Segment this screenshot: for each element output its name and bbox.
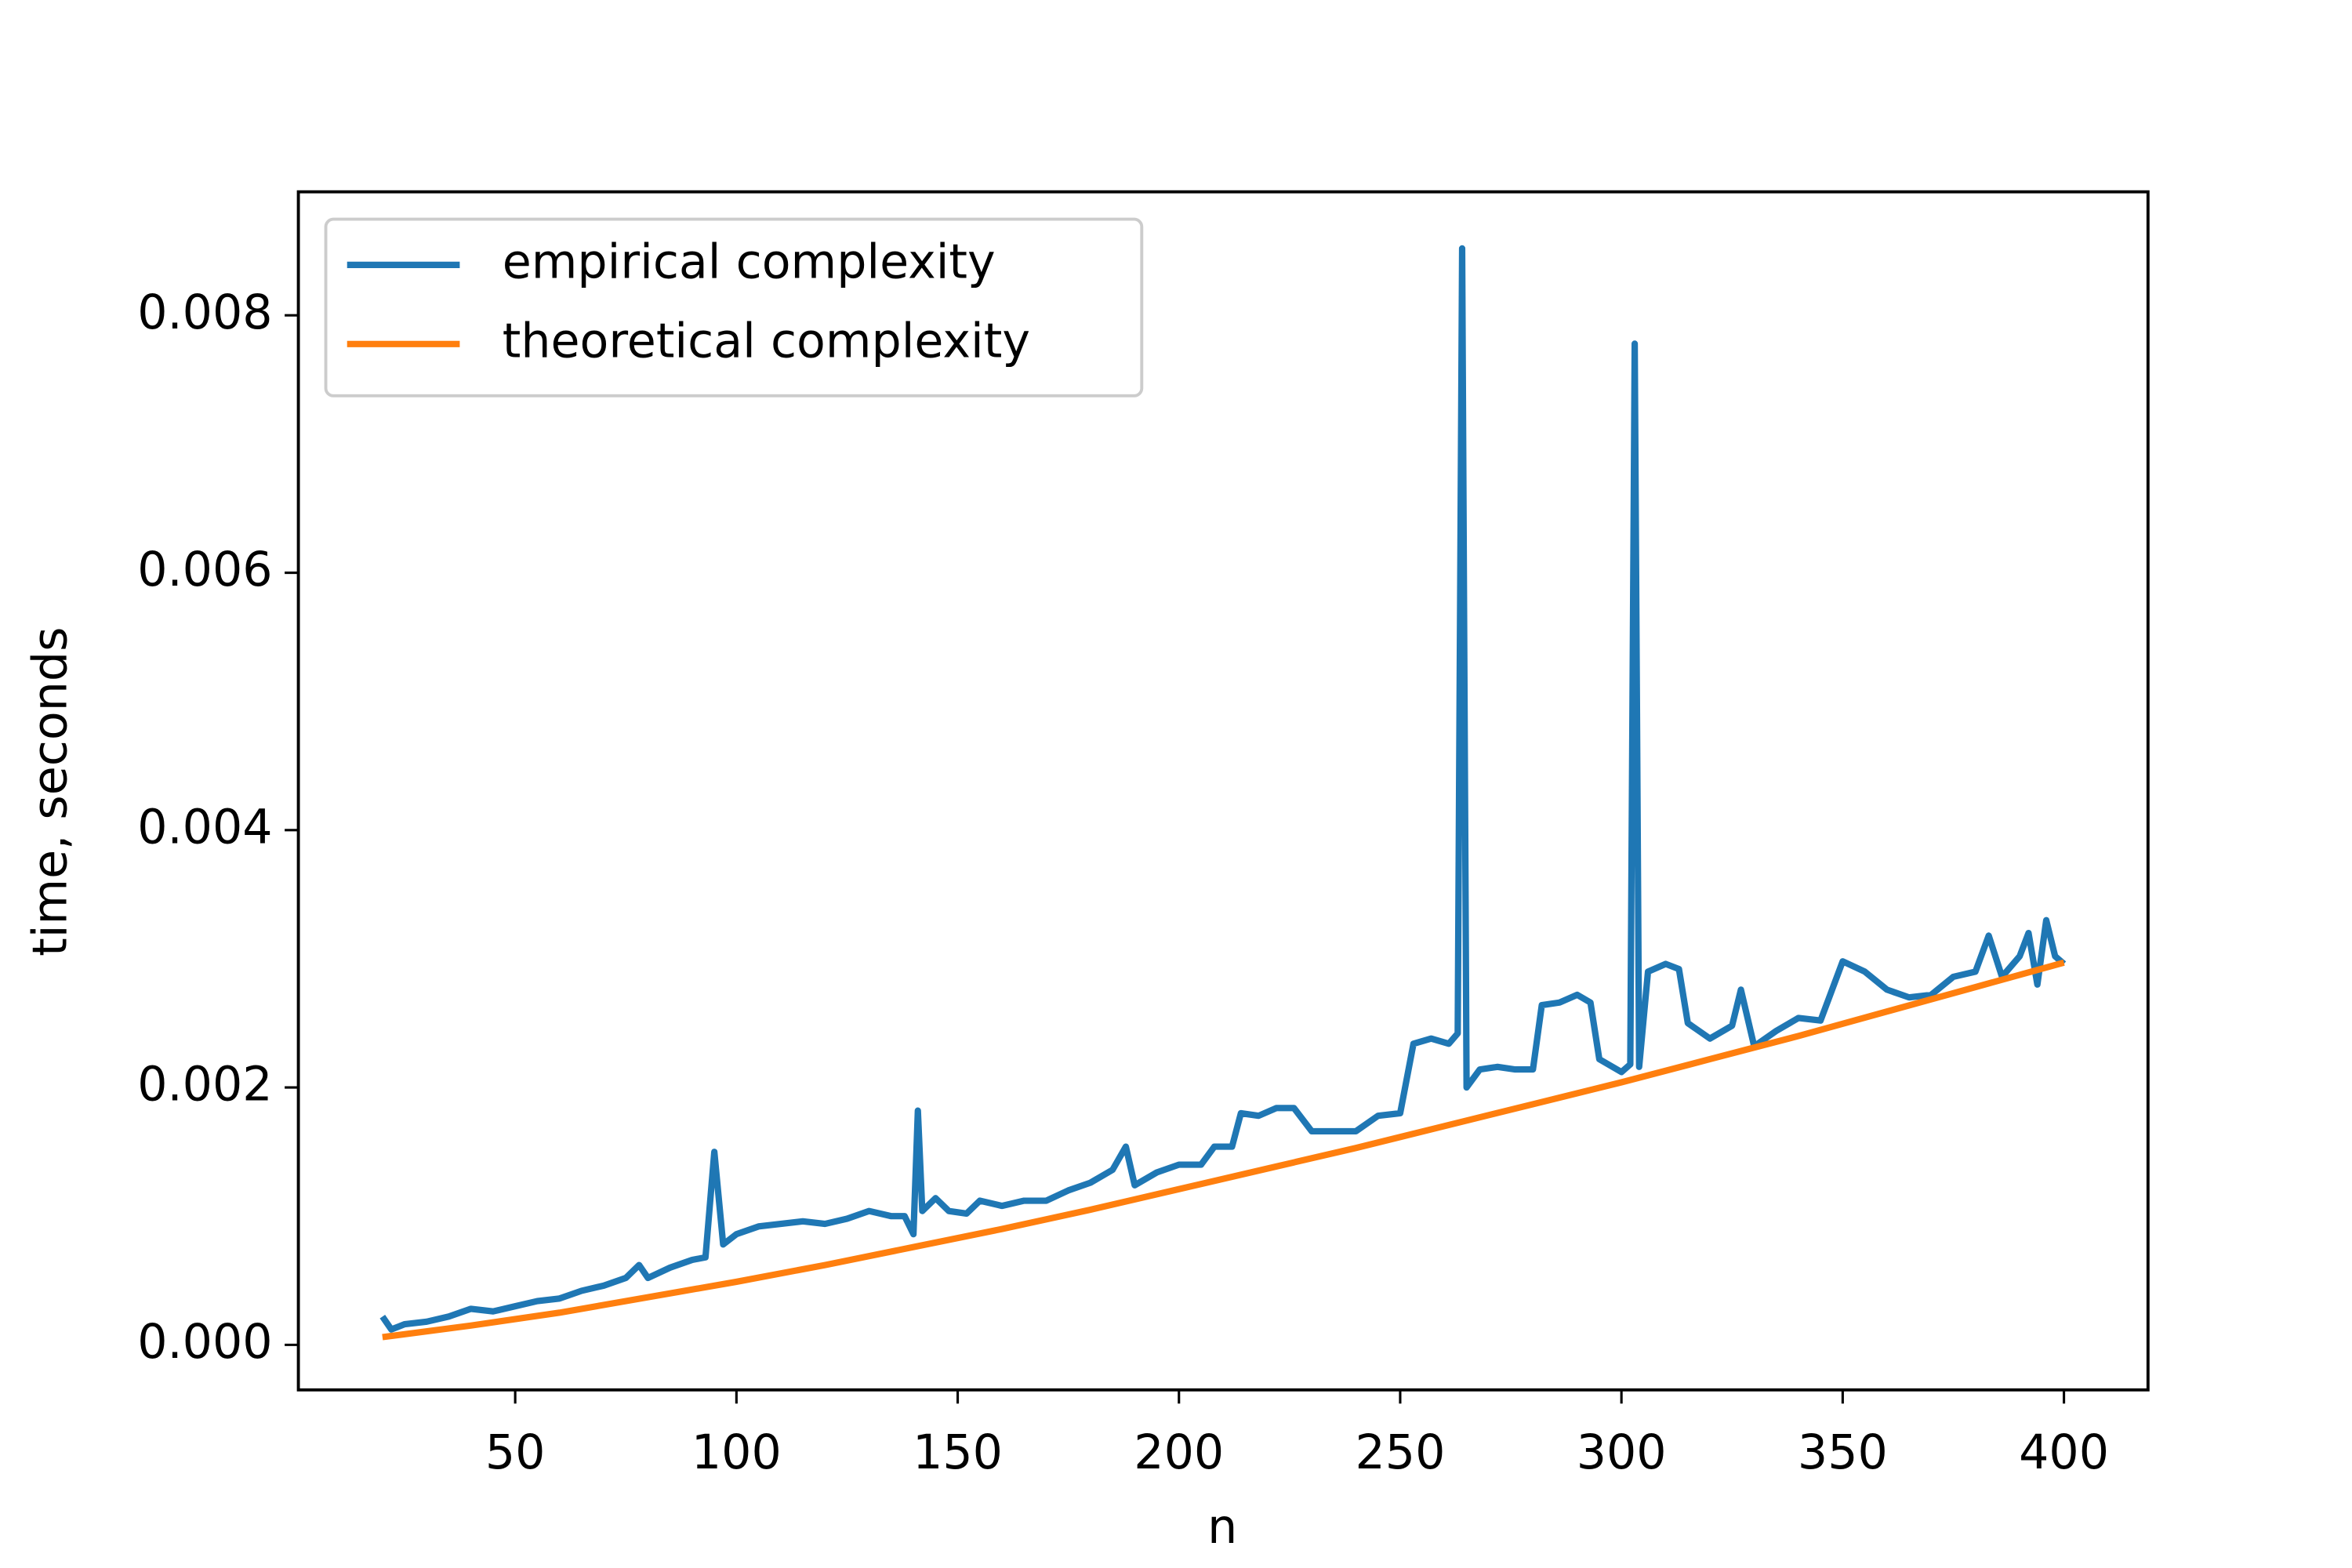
- x-tick-label: 200: [1134, 1425, 1224, 1480]
- x-tick-label: 250: [1356, 1425, 1446, 1480]
- x-tick-label: 100: [691, 1425, 782, 1480]
- legend-box: [324, 217, 1144, 397]
- x-tick-label: 350: [1798, 1425, 1888, 1480]
- x-tick-label: 400: [2019, 1425, 2109, 1480]
- series-line: [382, 959, 2065, 1341]
- y-tick-label: 0.004: [137, 800, 272, 855]
- legend: empirical complexity theoretical complexi…: [324, 217, 1144, 397]
- x-tick-label: 50: [485, 1425, 546, 1480]
- y-tick-label: 0.006: [137, 543, 272, 597]
- y-axis-label: time, seconds: [24, 627, 78, 956]
- x-axis-label: n: [1207, 1500, 1237, 1555]
- y-tick-label: 0.000: [137, 1315, 272, 1370]
- plot-area: [379, 245, 2067, 1341]
- x-tick-label: 300: [1577, 1425, 1667, 1480]
- series-line: [379, 245, 2067, 1333]
- legend-label: empirical complexity: [503, 234, 996, 289]
- y-tick-label: 0.002: [137, 1058, 272, 1112]
- y-tick-label: 0.008: [137, 285, 272, 340]
- axes-frame: [296, 190, 2150, 1392]
- x-tick-label: 150: [913, 1425, 1003, 1480]
- legend-label: theoretical complexity: [503, 314, 1030, 368]
